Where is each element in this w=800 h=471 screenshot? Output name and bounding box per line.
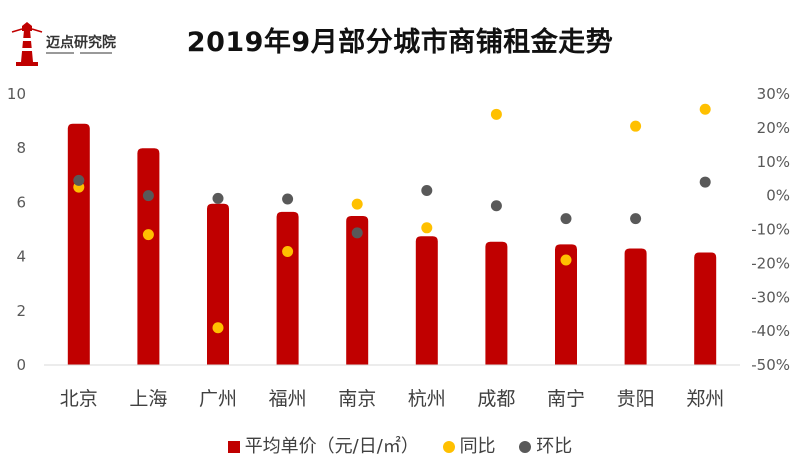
legend-swatch-mom (519, 441, 532, 453)
category-label: 郑州 (686, 388, 724, 410)
legend-label-mom: 环比 (536, 436, 573, 457)
point-mom (73, 174, 85, 186)
left-tick-label: 6 (16, 193, 26, 211)
category-label: 贵阳 (617, 388, 655, 410)
category-label: 南京 (338, 388, 376, 410)
point-mom (490, 200, 502, 212)
points-layer (73, 103, 711, 334)
point-yoy (421, 222, 433, 234)
legend-item-avg-price: 平均单价（元/日/㎡） (227, 432, 419, 458)
legend-swatch-bar (227, 441, 240, 453)
category-label: 成都 (477, 388, 515, 410)
bar (67, 123, 90, 365)
right-tick-label: -30% (751, 288, 790, 306)
bar (415, 236, 438, 365)
category-label: 福州 (269, 388, 307, 410)
right-tick-label: -10% (751, 221, 790, 239)
bar (207, 203, 229, 365)
logo-tagline-decoration (46, 52, 112, 54)
legend-item-yoy: 同比 (442, 432, 496, 458)
point-mom (560, 213, 572, 225)
point-yoy (282, 246, 294, 258)
brand-logo: 迈点研究院 (10, 22, 120, 68)
point-mom (630, 213, 642, 225)
point-mom (421, 185, 433, 197)
lighthouse-icon (11, 22, 43, 66)
bar (485, 241, 508, 365)
left-axis: 0 2 4 6 8 10 (7, 85, 26, 374)
point-yoy (630, 120, 642, 132)
point-yoy (142, 229, 154, 241)
left-tick-label: 4 (16, 248, 26, 266)
category-label: 南宁 (547, 388, 585, 410)
point-yoy (490, 108, 502, 120)
right-axis: 30% 20% 10% 0% -10% -20% -30% -40% -50% (751, 85, 790, 374)
chart-title: 2019年9月部分城市商铺租金走势 (186, 27, 614, 58)
left-tick-label: 2 (16, 302, 26, 320)
category-label: 杭州 (408, 388, 446, 410)
right-tick-label: 20% (757, 119, 790, 137)
legend-label-yoy: 同比 (459, 436, 496, 457)
point-yoy (560, 254, 572, 266)
point-mom (212, 192, 224, 204)
right-tick-label: 30% (757, 85, 790, 103)
bar (276, 211, 299, 365)
right-tick-label: 10% (757, 153, 790, 171)
left-tick-label: 10 (7, 85, 26, 103)
category-label: 广州 (199, 388, 237, 410)
point-yoy (699, 103, 711, 115)
right-tick-label: -20% (751, 254, 790, 272)
point-yoy (212, 322, 224, 334)
right-tick-label: -50% (751, 356, 790, 374)
legend-swatch-yoy (442, 441, 455, 453)
legend: 平均单价（元/日/㎡） 同比 环比 (0, 432, 800, 458)
point-mom (699, 176, 711, 188)
bars-layer (67, 123, 717, 365)
legend-item-mom: 环比 (519, 432, 572, 458)
bar (346, 215, 369, 365)
logo-text: 迈点研究院 (46, 35, 116, 51)
legend-label-avg-price: 平均单价（元/日/㎡） (244, 436, 419, 457)
bar (624, 248, 647, 365)
right-tick-label: -40% (751, 322, 790, 340)
point-yoy (351, 198, 363, 210)
bar (694, 252, 717, 365)
left-tick-label: 0 (16, 356, 26, 374)
bar (555, 244, 577, 365)
x-axis: 北京 上海 广州 福州 南京 杭州 成都 南宁 贵阳 郑州 (44, 364, 740, 410)
category-label: 北京 (60, 388, 98, 410)
right-tick-label: 0% (766, 187, 790, 205)
bar (137, 148, 160, 365)
point-mom (351, 227, 363, 239)
left-tick-label: 8 (16, 139, 26, 157)
point-mom (142, 190, 154, 202)
category-label: 上海 (129, 388, 167, 410)
point-mom (282, 193, 294, 205)
